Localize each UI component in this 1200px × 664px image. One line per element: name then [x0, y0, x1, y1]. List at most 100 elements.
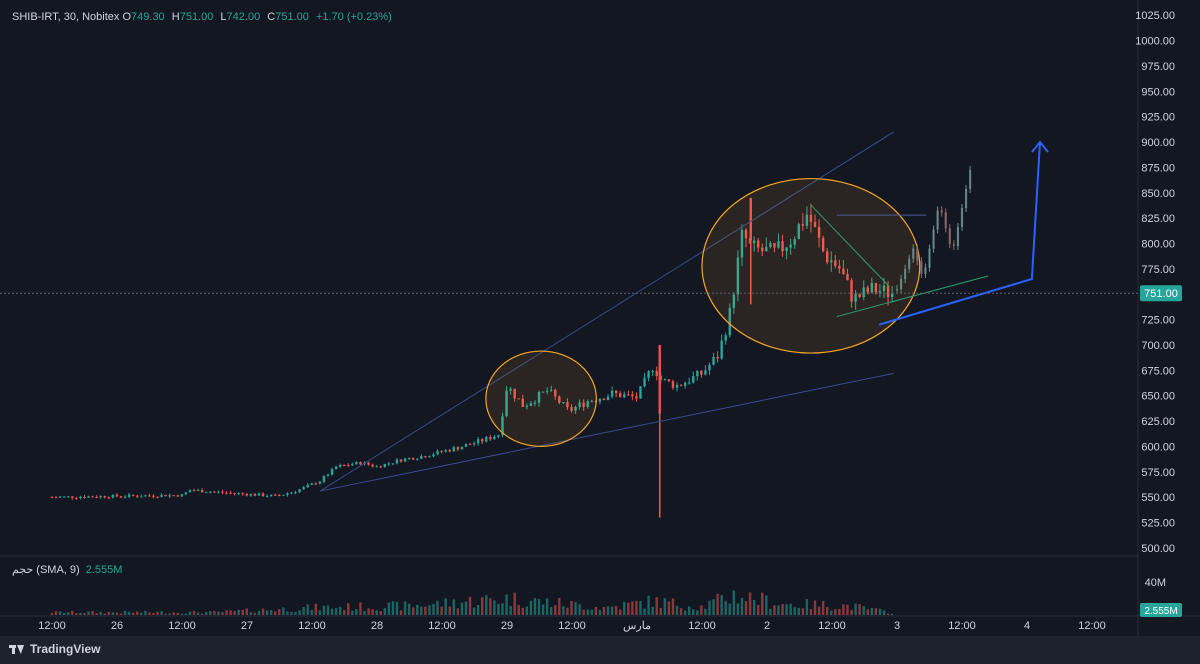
candle-body: [257, 493, 261, 496]
candle: [456, 446, 460, 452]
triangle-lower-line: [836, 275, 989, 318]
candle-body: [619, 393, 622, 398]
candle: [131, 494, 135, 497]
candle: [870, 277, 874, 294]
volume-bar: [696, 610, 699, 615]
candle-body: [692, 376, 695, 383]
volume-bar: [720, 595, 723, 615]
symbol-label[interactable]: SHIB-IRT, 30, Nobitex: [12, 11, 120, 23]
volume-bar: [200, 613, 204, 615]
candle-body: [882, 285, 886, 292]
volume-bar: [322, 605, 326, 615]
candle: [890, 285, 894, 303]
candle-body: [221, 491, 224, 493]
candle-body: [412, 457, 415, 460]
volume-bar: [610, 606, 614, 615]
candle-body: [330, 469, 334, 475]
volume-legend[interactable]: حجم (SMA, 9) 2.555M: [12, 563, 122, 576]
candle: [184, 492, 188, 496]
volume-bar: [330, 608, 334, 615]
volume-bar: [708, 600, 711, 615]
volume-bar: [590, 609, 593, 615]
volume-bar: [858, 604, 861, 615]
candle: [639, 386, 642, 399]
candle-body: [265, 496, 269, 498]
volume-bar: [594, 606, 598, 615]
candle-body: [253, 493, 257, 496]
volume-bar: [521, 607, 524, 615]
candle-body: [521, 398, 524, 407]
candle-body: [261, 493, 265, 497]
volume-bar: [367, 608, 370, 615]
volume-bar: [456, 608, 460, 615]
candle-body: [614, 390, 618, 394]
volume-bar: [464, 601, 468, 615]
volume-bar: [363, 610, 366, 615]
volume-bar: [395, 601, 399, 615]
candle: [432, 452, 435, 458]
candle: [99, 495, 102, 499]
candle: [403, 457, 407, 463]
volume-bar: [582, 609, 585, 615]
candle-body: [420, 456, 423, 459]
volume-bar: [732, 590, 736, 615]
candle-body: [71, 496, 74, 498]
candle: [525, 403, 529, 410]
candle-body: [635, 396, 638, 399]
candle: [265, 494, 269, 498]
candle-body: [456, 447, 460, 450]
candle: [176, 494, 180, 497]
y-tick-label: 625.00: [1141, 416, 1175, 428]
chart-svg[interactable]: 1025.00 1000.00 975.00 950.00 925.00 900.00 87…: [0, 0, 1200, 636]
volume-bar: [472, 607, 476, 615]
volume-bar: [554, 605, 557, 615]
candle-body: [334, 466, 338, 470]
candle-body: [481, 439, 484, 442]
candle: [558, 395, 561, 405]
tradingview-logo[interactable]: TradingView: [9, 642, 100, 656]
candle-body: [91, 496, 94, 498]
candle-body: [399, 459, 403, 462]
candle: [217, 490, 220, 494]
volume-bar: [326, 605, 330, 615]
candle: [180, 493, 184, 497]
volume-bar: [651, 606, 654, 615]
candle: [156, 496, 159, 499]
volume-bar: [517, 605, 520, 615]
candle-body: [148, 495, 151, 497]
candle: [103, 495, 106, 499]
y-tick-label: 650.00: [1141, 391, 1175, 403]
volume-bar: [351, 610, 354, 615]
candle-body: [574, 406, 577, 411]
candle-body: [359, 462, 362, 465]
candle: [233, 492, 236, 496]
candle-body: [878, 291, 882, 293]
candle: [310, 482, 313, 486]
candle-body: [545, 390, 549, 392]
candle-body: [696, 370, 699, 377]
ghost-body: [948, 228, 951, 245]
volume-bar: [343, 610, 346, 615]
volume-bar: [237, 609, 240, 615]
low-value: 742.00: [226, 11, 261, 23]
candle-body: [736, 257, 740, 295]
volume-bar: [261, 608, 265, 615]
candle: [440, 450, 443, 454]
volume-bar: [578, 604, 581, 615]
candle: [395, 458, 399, 465]
candle: [493, 435, 496, 440]
candle: [781, 234, 784, 257]
volume-bar: [631, 601, 634, 615]
candle-body: [700, 370, 703, 375]
candle: [610, 386, 614, 399]
x-tick-label: 29: [501, 620, 513, 632]
y-tick-label: 725.00: [1141, 315, 1175, 327]
candle-body: [476, 439, 480, 444]
volume-bar: [468, 596, 472, 615]
ghost-body: [908, 258, 911, 269]
candle: [598, 398, 602, 405]
volume-bar: [144, 610, 147, 615]
candle: [225, 491, 228, 495]
candle: [412, 457, 415, 460]
